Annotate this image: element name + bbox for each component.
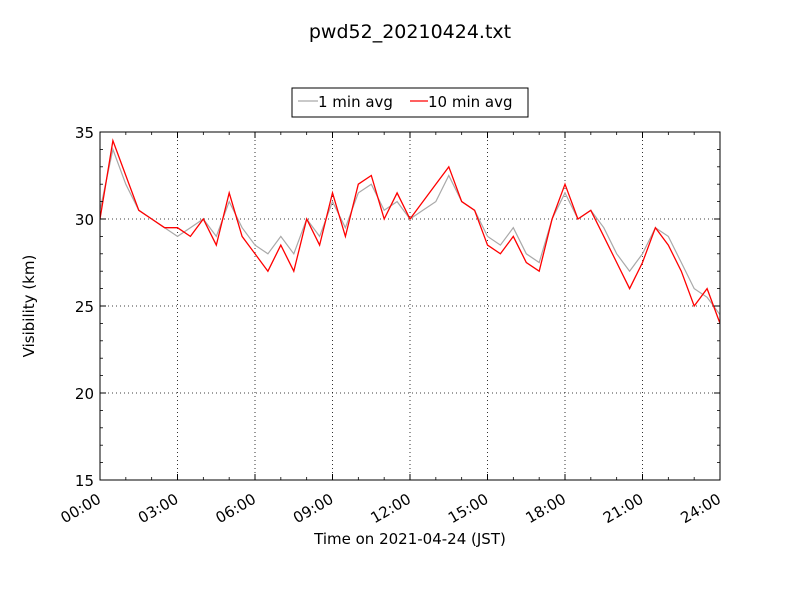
legend-label-10min: 10 min avg [428,93,513,111]
x-tick-label: 06:00 [213,490,259,527]
x-tick-label: 00:00 [58,490,104,527]
x-axis: 00:00 03:00 06:00 09:00 12:00 15:00 18:00 21:00… [58,132,724,527]
y-tick-label: 20 [75,385,94,403]
x-tick-label: 21:00 [600,490,646,527]
x-tick-label: 15:00 [445,490,491,527]
x-tick-label: 24:00 [678,490,724,527]
y-tick-label: 25 [75,298,94,316]
y-tick-label: 35 [75,124,94,142]
y-tick-label: 30 [75,211,94,229]
grid-lines [100,132,720,480]
legend: 1 min avg 10 min avg [291,87,529,118]
x-tick-label: 12:00 [368,490,414,527]
x-tick-label: 09:00 [290,490,336,527]
x-axis-label: Time on 2021-04-24 (JST) [313,530,506,548]
x-tick-label: 03:00 [135,490,181,527]
legend-box [291,87,529,118]
y-tick-label: 15 [75,472,94,490]
y-axis: 15 20 25 30 35 [75,124,720,490]
series-line-10min [100,138,720,324]
x-tick-label: 18:00 [523,490,569,527]
legend-label-1min: 1 min avg [318,93,393,111]
series-layer [100,138,720,324]
chart-title: pwd52_20210424.txt [309,21,511,43]
y-axis-label: Visibility (km) [20,255,38,358]
